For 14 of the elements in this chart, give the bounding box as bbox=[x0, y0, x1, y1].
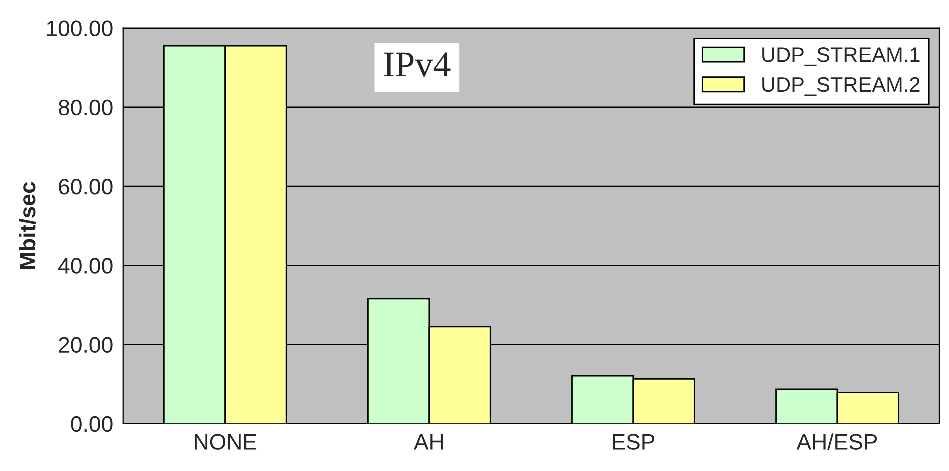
legend-label: UDP_STREAM.2 bbox=[762, 77, 920, 96]
y-tick-label: 40.00 bbox=[58, 258, 113, 274]
y-tick-label: 20.00 bbox=[59, 337, 113, 354]
x-tick-label: AH/ESP bbox=[796, 434, 878, 450]
x-tick-label: NONE bbox=[195, 434, 257, 450]
x-tick-label: AH bbox=[414, 434, 444, 450]
y-tick-label: 80.00 bbox=[59, 100, 113, 116]
y-tick-label: 100.00 bbox=[47, 20, 113, 37]
y-tick-label: 0.00 bbox=[71, 416, 113, 432]
x-tick-label: ESP bbox=[613, 434, 655, 450]
legend-label: UDP_STREAM.1 bbox=[762, 48, 920, 66]
y-tick-label: 60.00 bbox=[59, 179, 113, 195]
y-axis-title: Mbit/sec bbox=[19, 182, 36, 270]
text: IPv4 bbox=[384, 52, 451, 77]
